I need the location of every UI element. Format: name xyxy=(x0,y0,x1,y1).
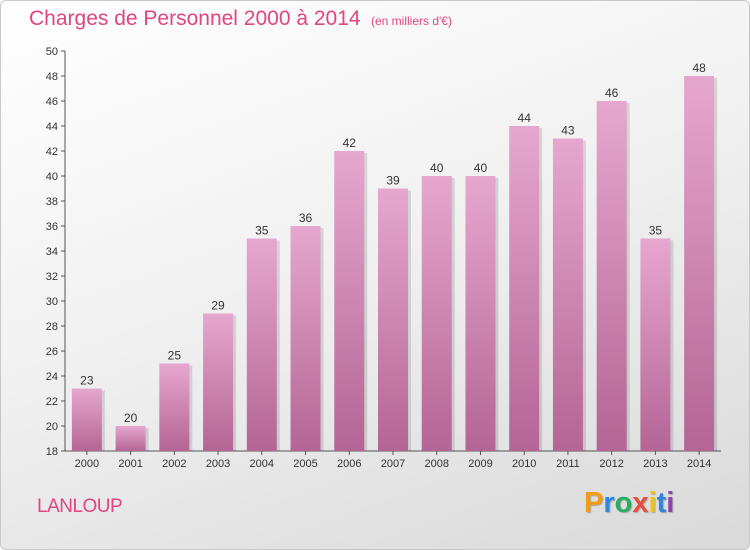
logo-letter: r xyxy=(603,487,615,519)
bar xyxy=(290,226,321,451)
x-tick-label: 2011 xyxy=(556,458,580,470)
x-tick-label: 2003 xyxy=(206,458,230,470)
bar xyxy=(334,151,365,451)
bar xyxy=(596,101,627,451)
bars xyxy=(71,76,718,451)
logo-letter: i xyxy=(666,487,675,519)
x-tick-label: 2006 xyxy=(337,458,361,470)
y-tick-label: 46 xyxy=(46,96,58,108)
x-tick-label: 2007 xyxy=(381,458,405,470)
y-tick-label: 28 xyxy=(46,321,58,333)
logo-letter: o xyxy=(614,487,633,519)
data-label: 40 xyxy=(430,161,444,175)
x-axis: 2000 2001 2002 2003 2004 2005 2006 2007 2008 2009… xyxy=(65,450,721,470)
y-tick-label: 40 xyxy=(46,171,58,183)
data-label: 39 xyxy=(386,174,400,188)
y-tick-label: 20 xyxy=(46,421,58,433)
logo-letter: t xyxy=(656,487,667,519)
bar xyxy=(246,238,277,451)
data-label: 20 xyxy=(124,411,138,425)
x-tick-label: 2000 xyxy=(75,458,99,470)
bar xyxy=(465,176,496,451)
chart-title: Charges de Personnel 2000 à 2014 xyxy=(29,7,361,30)
data-label: 44 xyxy=(518,111,532,125)
bar xyxy=(378,188,408,451)
y-tick-label: 48 xyxy=(46,71,58,83)
bar xyxy=(71,388,102,451)
logo-letter: x xyxy=(632,487,649,519)
bar xyxy=(203,313,234,451)
data-label: 23 xyxy=(80,374,94,388)
bar xyxy=(509,126,540,451)
chart-subtitle: (en milliers d'€) xyxy=(371,14,452,28)
y-tick-label: 38 xyxy=(46,196,58,208)
data-label: 40 xyxy=(474,161,488,175)
y-tick-label: 42 xyxy=(46,146,58,158)
data-label: 36 xyxy=(299,211,313,225)
y-tick-label: 30 xyxy=(46,296,58,308)
x-tick-label: 2013 xyxy=(643,458,667,470)
data-labels: 23 20 25 29 35 36 42 39 40 40 44 43 46 35 48 xyxy=(80,61,706,425)
bar xyxy=(115,426,146,451)
y-tick-label: 34 xyxy=(46,246,58,258)
data-label: 35 xyxy=(649,224,663,238)
x-tick-label: 2012 xyxy=(599,458,623,470)
logo-letter: i xyxy=(648,487,657,519)
y-tick-label: 36 xyxy=(46,221,58,233)
x-tick-label: 2009 xyxy=(468,458,492,470)
bar xyxy=(421,176,452,451)
commune-name: LANLOUP xyxy=(37,496,123,517)
y-axis: 18 20 22 24 26 28 30 32 34 36 38 40 42 44 46 48 50 xyxy=(46,46,66,458)
data-label: 29 xyxy=(211,299,225,313)
bar xyxy=(640,238,671,451)
x-tick-label: 2014 xyxy=(687,458,711,470)
y-tick-label: 18 xyxy=(46,446,58,458)
x-tick-label: 2005 xyxy=(293,458,317,470)
x-tick-label: 2010 xyxy=(512,458,536,470)
x-tick-label: 2001 xyxy=(118,458,142,470)
y-tick-label: 32 xyxy=(46,271,58,283)
proxiti-logo: Proxiti xyxy=(584,487,674,520)
x-tick-label: 2004 xyxy=(250,458,274,470)
y-tick-label: 50 xyxy=(46,46,58,58)
data-label: 48 xyxy=(692,61,706,75)
y-tick-label: 24 xyxy=(46,371,58,383)
data-label: 43 xyxy=(561,124,575,138)
y-tick-label: 26 xyxy=(46,346,58,358)
x-tick-label: 2002 xyxy=(162,458,186,470)
bar xyxy=(552,138,583,451)
bar xyxy=(684,76,715,451)
y-tick-label: 44 xyxy=(46,121,58,133)
y-tick-label: 22 xyxy=(46,396,58,408)
data-label: 25 xyxy=(168,349,182,363)
data-label: 42 xyxy=(343,136,357,150)
data-label: 35 xyxy=(255,224,269,238)
logo-letter: P xyxy=(584,487,604,519)
data-label: 46 xyxy=(605,86,619,100)
bar xyxy=(159,363,190,451)
x-tick-label: 2008 xyxy=(424,458,448,470)
